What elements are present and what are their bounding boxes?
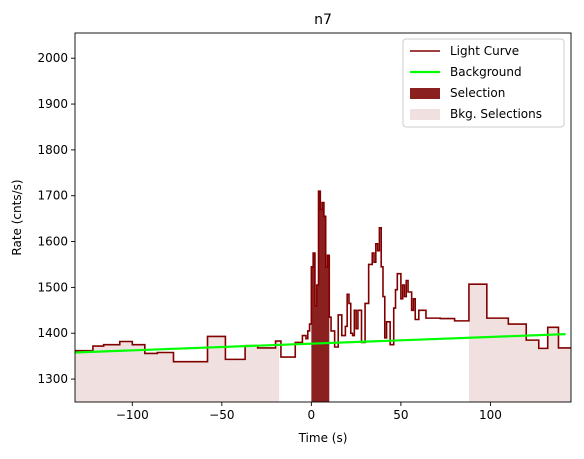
x-tick-label: −50: [209, 408, 234, 422]
y-tick-label: 1700: [37, 189, 68, 203]
y-axis-label: Rate (cnts/s): [10, 179, 24, 255]
plot-area: [75, 190, 571, 402]
y-tick-label: 1800: [37, 143, 68, 157]
legend-label: Selection: [450, 86, 505, 100]
y-tick-label: 1300: [37, 372, 68, 386]
y-tick-label: 1900: [37, 97, 68, 111]
legend-label: Light Curve: [450, 44, 519, 58]
x-axis-label: Time (s): [298, 431, 348, 445]
legend-label: Background: [450, 65, 522, 79]
x-tick-label: 100: [479, 408, 502, 422]
y-tick-label: 1400: [37, 326, 68, 340]
legend-swatch-4: [410, 109, 440, 120]
light-curve-line: [75, 190, 571, 363]
bkg-selection-region-2: [468, 284, 571, 402]
legend: Light Curve Background Selection Bkg. Selec…: [402, 38, 565, 128]
x-tick-label: 50: [393, 408, 408, 422]
selection-region: [311, 191, 330, 402]
background-line: [75, 333, 566, 354]
y-tick-label: 1600: [37, 235, 68, 249]
chart-title: n7: [314, 12, 332, 28]
legend-label: Bkg. Selections: [450, 107, 542, 121]
y-tick-label: 1500: [37, 280, 68, 294]
legend-box: [402, 38, 565, 128]
bkg-selection-region-1: [75, 336, 280, 402]
legend-swatch-3: [410, 88, 440, 99]
x-tick-label: −100: [116, 408, 149, 422]
y-tick-label: 2000: [37, 51, 68, 65]
x-tick-label: 0: [308, 408, 316, 422]
plot-frame: [74, 32, 572, 403]
